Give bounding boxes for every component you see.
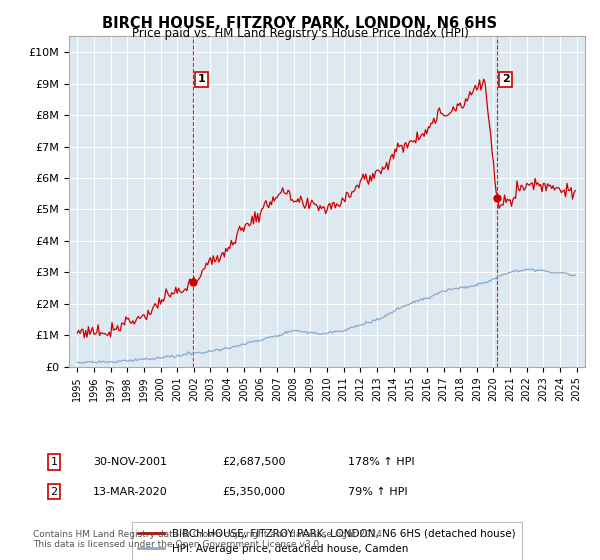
Text: Contains HM Land Registry data © Crown copyright and database right 2024.: Contains HM Land Registry data © Crown c… [33, 530, 385, 539]
Text: 1: 1 [50, 457, 58, 467]
Text: 2: 2 [502, 74, 509, 85]
Text: 2: 2 [50, 487, 58, 497]
Text: £5,350,000: £5,350,000 [222, 487, 285, 497]
Text: This data is licensed under the Open Government Licence v3.0.: This data is licensed under the Open Gov… [33, 540, 322, 549]
Text: BIRCH HOUSE, FITZROY PARK, LONDON, N6 6HS: BIRCH HOUSE, FITZROY PARK, LONDON, N6 6H… [103, 16, 497, 31]
Legend: BIRCH HOUSE, FITZROY PARK, LONDON, N6 6HS (detached house), HPI: Average price, : BIRCH HOUSE, FITZROY PARK, LONDON, N6 6H… [132, 522, 522, 560]
Text: 13-MAR-2020: 13-MAR-2020 [93, 487, 168, 497]
Text: 178% ↑ HPI: 178% ↑ HPI [348, 457, 415, 467]
Text: 30-NOV-2001: 30-NOV-2001 [93, 457, 167, 467]
Text: 1: 1 [197, 74, 205, 85]
Text: 79% ↑ HPI: 79% ↑ HPI [348, 487, 407, 497]
Text: £2,687,500: £2,687,500 [222, 457, 286, 467]
Text: Price paid vs. HM Land Registry's House Price Index (HPI): Price paid vs. HM Land Registry's House … [131, 27, 469, 40]
